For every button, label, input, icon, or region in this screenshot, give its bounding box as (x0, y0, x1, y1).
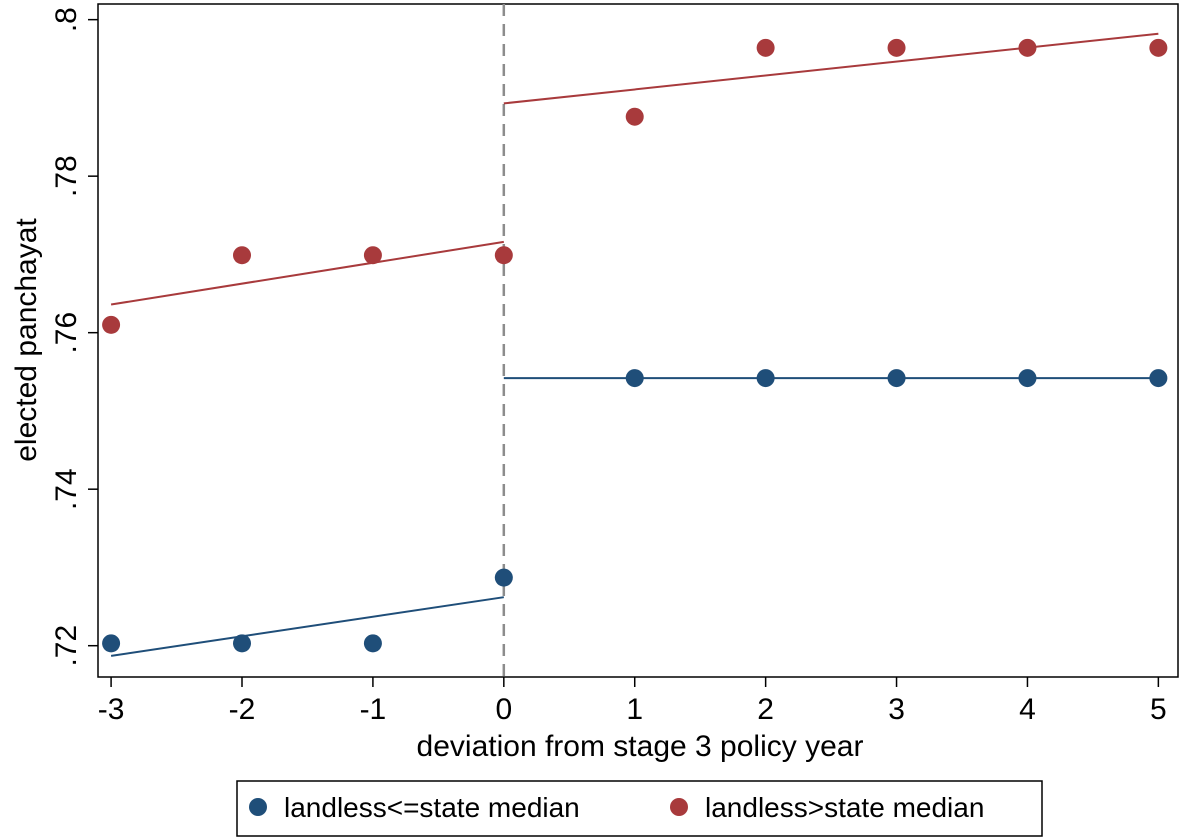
data-point-series-1 (102, 634, 121, 653)
fit-line-series-1-segment-1 (110, 596, 504, 657)
fit-line-series-2-segment-2 (503, 32, 1159, 105)
data-point-series-2 (363, 246, 382, 265)
x-tick-label: 4 (1019, 693, 1036, 726)
legend-label-2: landless>state median (705, 792, 984, 823)
legend-marker-1 (249, 798, 267, 816)
y-tick-label: .78 (50, 155, 83, 197)
fit-lines (110, 32, 1159, 657)
data-point-series-1 (625, 369, 644, 388)
data-point-series-2 (494, 246, 513, 265)
legend-marker-2 (670, 798, 688, 816)
y-tick-label: .76 (50, 312, 83, 354)
x-tick-label: 5 (1150, 693, 1167, 726)
x-tick-label: 0 (495, 693, 512, 726)
x-tick-label: -2 (229, 693, 256, 726)
fit-line-series-2-segment-1 (110, 240, 504, 306)
y-tick-label: .74 (50, 468, 83, 510)
data-point-series-2 (102, 315, 121, 334)
data-point-series-2 (233, 246, 251, 265)
y-tick-label: .72 (50, 625, 83, 667)
x-tick-label: -3 (98, 693, 125, 726)
x-tick-label: -1 (360, 693, 387, 726)
y-tick-label: .8 (50, 7, 83, 32)
x-tick-label: 2 (757, 693, 774, 726)
legend: landless<=state median landless>state med… (236, 780, 1043, 837)
data-point-series-2 (887, 38, 906, 57)
legend-label-1: landless<=state median (284, 792, 580, 823)
data-point-series-2 (625, 107, 644, 126)
x-axis-title: deviation from stage 3 policy year (417, 730, 864, 763)
plot-area-border (97, 3, 1179, 678)
data-point-series-2 (1149, 38, 1168, 57)
data-point-series-1 (756, 369, 775, 388)
y-axis: .72 .74 .76 .78 .8 (50, 7, 98, 667)
data-point-series-1 (494, 568, 513, 587)
x-tick-label: 1 (626, 693, 643, 726)
x-axis: -3 -2 -1 0 1 2 3 4 5 (98, 677, 1167, 726)
data-point-series-1 (233, 634, 251, 653)
data-point-series-2 (1018, 38, 1037, 57)
data-point-series-1 (1018, 369, 1037, 388)
data-point-series-1 (363, 634, 382, 653)
data-point-series-1 (1149, 369, 1168, 388)
data-points (102, 38, 1168, 653)
x-tick-label: 3 (888, 693, 905, 726)
y-axis-title: elected panchayat (10, 218, 43, 462)
legend-box (236, 780, 1043, 837)
plot-frame (97, 3, 1179, 678)
data-point-series-1 (887, 369, 906, 388)
data-point-series-2 (756, 38, 775, 57)
